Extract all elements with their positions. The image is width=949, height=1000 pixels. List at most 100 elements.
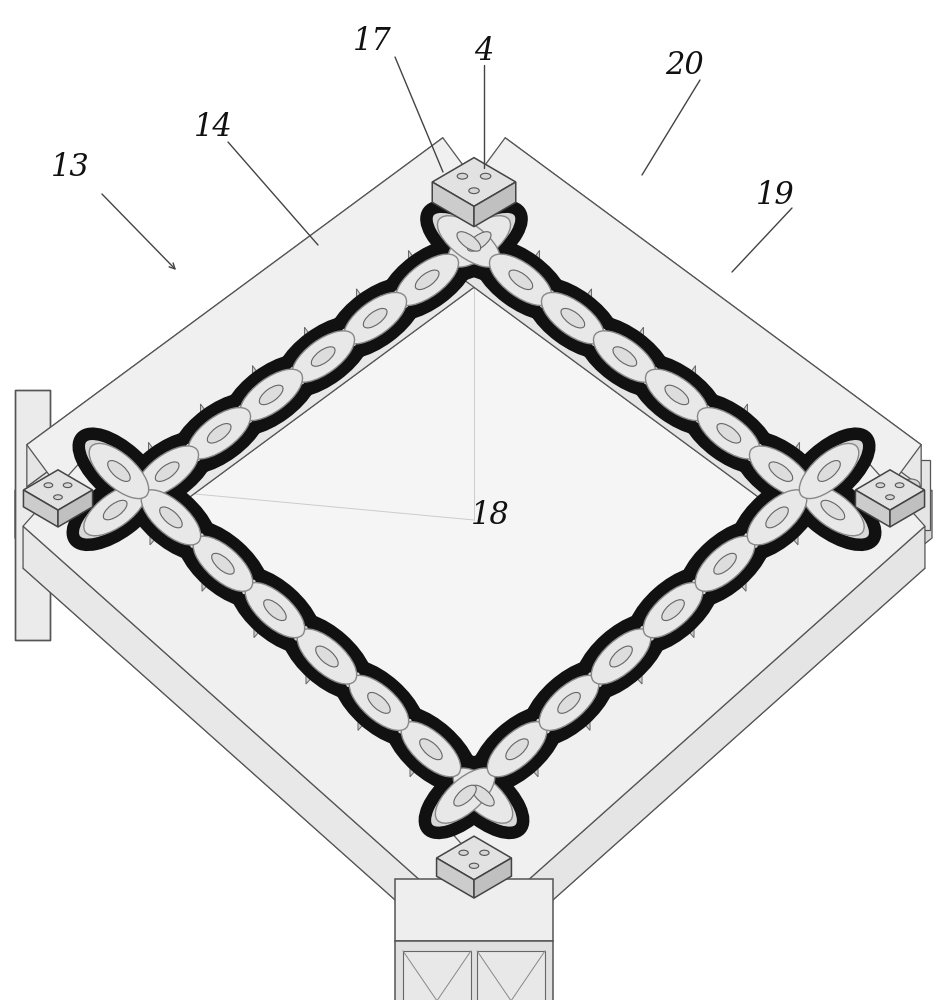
Ellipse shape bbox=[401, 722, 460, 777]
Ellipse shape bbox=[291, 331, 355, 382]
Ellipse shape bbox=[443, 758, 523, 833]
Polygon shape bbox=[23, 526, 439, 939]
Ellipse shape bbox=[136, 446, 198, 497]
Ellipse shape bbox=[384, 245, 470, 315]
Ellipse shape bbox=[818, 461, 840, 481]
Ellipse shape bbox=[791, 475, 875, 545]
Ellipse shape bbox=[344, 292, 406, 344]
Ellipse shape bbox=[333, 283, 418, 353]
Polygon shape bbox=[460, 212, 479, 245]
Text: 20: 20 bbox=[665, 49, 704, 81]
Ellipse shape bbox=[240, 369, 303, 421]
Ellipse shape bbox=[426, 207, 512, 276]
Ellipse shape bbox=[207, 424, 231, 443]
Ellipse shape bbox=[686, 399, 772, 468]
Ellipse shape bbox=[396, 254, 458, 306]
Polygon shape bbox=[474, 490, 932, 906]
Ellipse shape bbox=[212, 553, 234, 574]
Ellipse shape bbox=[613, 347, 637, 366]
Polygon shape bbox=[443, 138, 921, 529]
Polygon shape bbox=[27, 138, 443, 487]
Ellipse shape bbox=[459, 850, 468, 855]
Ellipse shape bbox=[530, 283, 615, 353]
Polygon shape bbox=[777, 513, 798, 545]
Polygon shape bbox=[833, 481, 851, 514]
Polygon shape bbox=[621, 653, 642, 684]
Polygon shape bbox=[395, 879, 553, 941]
Text: 13: 13 bbox=[50, 152, 89, 184]
Ellipse shape bbox=[906, 502, 916, 508]
Ellipse shape bbox=[316, 646, 338, 667]
Ellipse shape bbox=[131, 480, 211, 555]
Ellipse shape bbox=[194, 536, 252, 591]
Ellipse shape bbox=[437, 207, 522, 276]
Ellipse shape bbox=[287, 619, 367, 694]
Text: 4: 4 bbox=[474, 36, 493, 68]
Polygon shape bbox=[254, 606, 275, 638]
Ellipse shape bbox=[467, 232, 491, 251]
Polygon shape bbox=[148, 442, 167, 476]
Ellipse shape bbox=[259, 385, 283, 405]
Ellipse shape bbox=[470, 863, 478, 868]
Ellipse shape bbox=[895, 483, 903, 488]
Polygon shape bbox=[27, 180, 505, 571]
Ellipse shape bbox=[799, 443, 859, 499]
Ellipse shape bbox=[698, 408, 760, 459]
Ellipse shape bbox=[454, 785, 476, 806]
Ellipse shape bbox=[89, 443, 149, 499]
Polygon shape bbox=[673, 606, 694, 638]
Ellipse shape bbox=[469, 188, 479, 194]
Ellipse shape bbox=[633, 573, 714, 647]
Ellipse shape bbox=[177, 399, 262, 468]
Ellipse shape bbox=[448, 216, 511, 267]
Ellipse shape bbox=[685, 526, 765, 601]
Ellipse shape bbox=[159, 507, 182, 528]
Ellipse shape bbox=[103, 500, 127, 520]
Ellipse shape bbox=[436, 768, 494, 823]
Polygon shape bbox=[23, 448, 509, 897]
Polygon shape bbox=[24, 470, 93, 510]
Polygon shape bbox=[97, 481, 115, 514]
Polygon shape bbox=[474, 182, 515, 227]
Ellipse shape bbox=[591, 629, 651, 684]
Polygon shape bbox=[15, 490, 474, 906]
Ellipse shape bbox=[821, 500, 845, 520]
Polygon shape bbox=[58, 490, 93, 527]
Polygon shape bbox=[150, 513, 171, 545]
Ellipse shape bbox=[789, 434, 869, 508]
Polygon shape bbox=[89, 222, 505, 571]
Polygon shape bbox=[432, 158, 515, 206]
Polygon shape bbox=[437, 836, 512, 880]
Polygon shape bbox=[855, 470, 924, 510]
Polygon shape bbox=[200, 404, 219, 437]
Polygon shape bbox=[432, 182, 474, 227]
Ellipse shape bbox=[339, 666, 419, 740]
Ellipse shape bbox=[79, 434, 159, 508]
Ellipse shape bbox=[84, 484, 146, 536]
Polygon shape bbox=[477, 951, 545, 1000]
Polygon shape bbox=[93, 448, 509, 861]
Polygon shape bbox=[305, 327, 324, 361]
Ellipse shape bbox=[229, 360, 313, 430]
Ellipse shape bbox=[583, 322, 667, 391]
Ellipse shape bbox=[311, 347, 335, 366]
Polygon shape bbox=[358, 699, 379, 730]
Polygon shape bbox=[408, 250, 427, 284]
Polygon shape bbox=[27, 138, 505, 529]
Polygon shape bbox=[677, 366, 696, 399]
Polygon shape bbox=[120, 245, 828, 778]
Polygon shape bbox=[465, 792, 486, 823]
Ellipse shape bbox=[156, 462, 179, 481]
Polygon shape bbox=[410, 745, 431, 777]
Ellipse shape bbox=[457, 232, 481, 251]
Polygon shape bbox=[890, 490, 924, 527]
Polygon shape bbox=[505, 138, 921, 487]
Polygon shape bbox=[306, 653, 327, 684]
Ellipse shape bbox=[802, 484, 865, 536]
Ellipse shape bbox=[645, 369, 708, 421]
Polygon shape bbox=[15, 390, 50, 640]
Polygon shape bbox=[395, 941, 553, 1000]
Ellipse shape bbox=[73, 475, 158, 545]
Ellipse shape bbox=[542, 292, 605, 344]
Ellipse shape bbox=[643, 583, 703, 638]
